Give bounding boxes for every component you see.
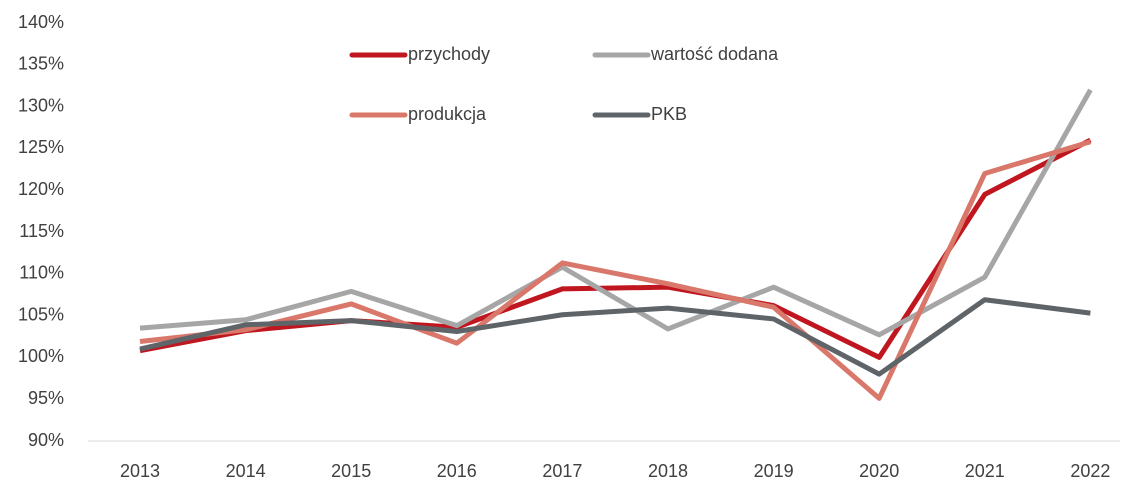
y-tick-label: 95% bbox=[28, 388, 64, 408]
y-tick-label: 115% bbox=[19, 221, 64, 241]
y-tick-label: 120% bbox=[18, 179, 64, 199]
series-line bbox=[139, 297, 1091, 377]
y-tick-label: 100% bbox=[18, 346, 64, 366]
y-tick-label: 140% bbox=[18, 12, 64, 32]
x-tick-label: 2022 bbox=[1070, 461, 1110, 481]
y-tick-label: 90% bbox=[28, 430, 64, 450]
y-tick-label: 135% bbox=[18, 54, 64, 74]
x-tick-label: 2020 bbox=[859, 461, 899, 481]
legend-label: wartość dodana bbox=[650, 44, 779, 64]
legend-label: PKB bbox=[651, 104, 687, 124]
x-tick-label: 2016 bbox=[437, 461, 477, 481]
y-tick-label: 105% bbox=[18, 304, 64, 324]
x-tick-label: 2018 bbox=[648, 461, 688, 481]
series-line bbox=[139, 88, 1093, 338]
x-tick-label: 2019 bbox=[754, 461, 794, 481]
legend-label: przychody bbox=[408, 44, 490, 64]
x-tick-label: 2021 bbox=[965, 461, 1005, 481]
legend-label: produkcja bbox=[408, 104, 487, 124]
y-tick-label: 110% bbox=[19, 263, 64, 283]
x-tick-label: 2017 bbox=[542, 461, 582, 481]
series-line bbox=[139, 137, 1092, 360]
x-tick-label: 2015 bbox=[331, 461, 371, 481]
y-tick-label: 130% bbox=[18, 95, 64, 115]
x-tick-label: 2014 bbox=[226, 461, 266, 481]
x-tick-label: 2013 bbox=[120, 461, 160, 481]
y-tick-label: 125% bbox=[18, 137, 64, 157]
series-line bbox=[139, 139, 1092, 401]
